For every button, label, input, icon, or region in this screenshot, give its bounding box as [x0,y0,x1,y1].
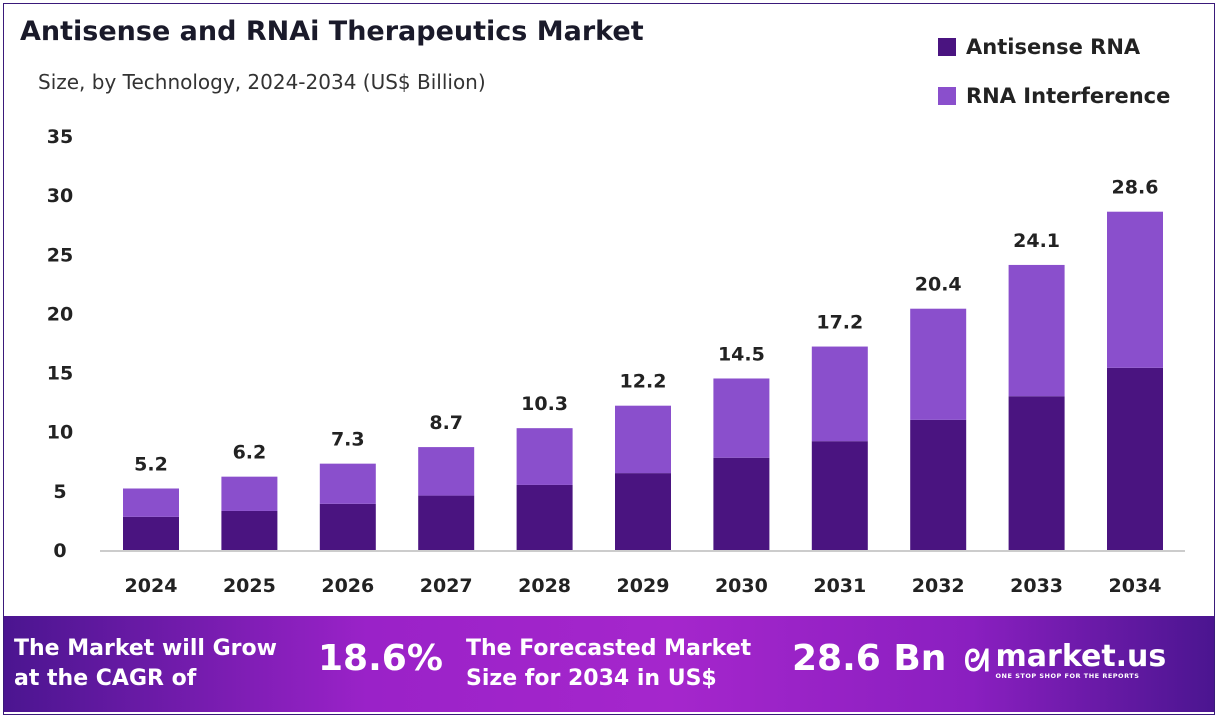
y-tick-label: 20 [47,303,73,325]
chart-frame [3,3,1215,715]
total-label: 8.7 [429,412,463,434]
bar-segment [910,308,967,420]
total-label: 10.3 [521,393,568,415]
x-tick-label: 2026 [321,575,374,597]
y-tick-label: 10 [47,422,73,444]
x-tick-label: 2033 [1010,575,1063,597]
x-tick-label: 2031 [813,575,866,597]
total-label: 28.6 [1112,177,1159,199]
total-label: 5.2 [134,453,168,475]
total-label: 20.4 [915,274,962,296]
y-tick-label: 15 [47,363,73,385]
x-tick-label: 2032 [912,575,965,597]
forecast-value: 28.6 Bn [792,638,947,679]
logo-icon: ᘛ [964,643,990,679]
bar-segment [516,484,573,550]
bar-segment [123,488,179,517]
bar-segment [1107,211,1163,368]
y-tick-label: 5 [53,481,66,503]
bar-segment [516,428,573,485]
forecast-label-line: The Forecasted Market [466,636,752,661]
summary-banner: The Market will Grow at the CAGR of 18.6%… [4,616,1214,712]
bar-segment [319,463,376,504]
bar-segment [811,441,868,550]
x-tick-label: 2025 [223,575,276,597]
legend-label: RNA Interference [966,84,1171,108]
x-tick-label: 2030 [715,575,768,597]
market-us-logo: ᘛ market.us ONE STOP SHOP FOR THE REPORTS [964,639,1167,681]
cagr-value: 18.6% [318,638,443,679]
bar-segment [615,405,671,474]
legend-label: Antisense RNA [966,35,1141,59]
y-tick-label: 35 [47,126,73,148]
bar-segment [418,447,475,496]
bar-segment [713,457,770,550]
logo-tagline: ONE STOP SHOP FOR THE REPORTS [995,672,1140,680]
bar-segment [1107,367,1163,550]
bar-segment [615,473,671,550]
forecast-label: The Forecasted Market Size for 2034 in US… [466,634,751,694]
total-label: 12.2 [620,371,667,393]
legend: Antisense RNA RNA Interference [938,34,1170,132]
logo-name: market.us [995,639,1167,674]
bar-segment [319,503,376,550]
x-tick-label: 2027 [420,575,473,597]
forecast-label-line: Size for 2034 in US$ [466,666,717,691]
legend-swatch [938,38,956,56]
total-label: 6.2 [233,442,267,464]
bar-segment [221,510,278,550]
x-tick-label: 2029 [617,575,670,597]
x-tick-label: 2024 [125,575,178,597]
legend-item-antisense: Antisense RNA [938,34,1170,60]
y-tick-label: 30 [47,185,73,207]
y-tick-label: 25 [47,244,73,266]
total-label: 14.5 [718,343,765,365]
chart-title: Antisense and RNAi Therapeutics Market [20,16,644,47]
cagr-label-line: The Market will Grow [14,636,277,661]
cagr-label-line: at the CAGR of [14,666,197,691]
bar-segment [910,419,967,550]
bar-segment [418,495,475,550]
y-tick-label: 0 [53,540,66,562]
bar-segment [221,476,278,511]
cagr-label: The Market will Grow at the CAGR of [14,634,277,694]
bar-chart: 051015202530355.220246.220257.320268.720… [47,126,1185,597]
bar-segment [811,346,868,442]
total-label: 24.1 [1013,230,1060,252]
chart-subtitle: Size, by Technology, 2024-2034 (US$ Bill… [38,70,486,94]
bar-segment [713,378,770,458]
total-label: 17.2 [816,312,863,334]
x-tick-label: 2034 [1109,575,1162,597]
x-tick-label: 2028 [518,575,571,597]
bar-segment [1008,264,1065,397]
bar-segment [123,516,179,550]
total-label: 7.3 [331,429,365,451]
legend-item-rnai: RNA Interference [938,83,1170,109]
legend-swatch [938,87,956,105]
bar-segment [1008,396,1065,550]
